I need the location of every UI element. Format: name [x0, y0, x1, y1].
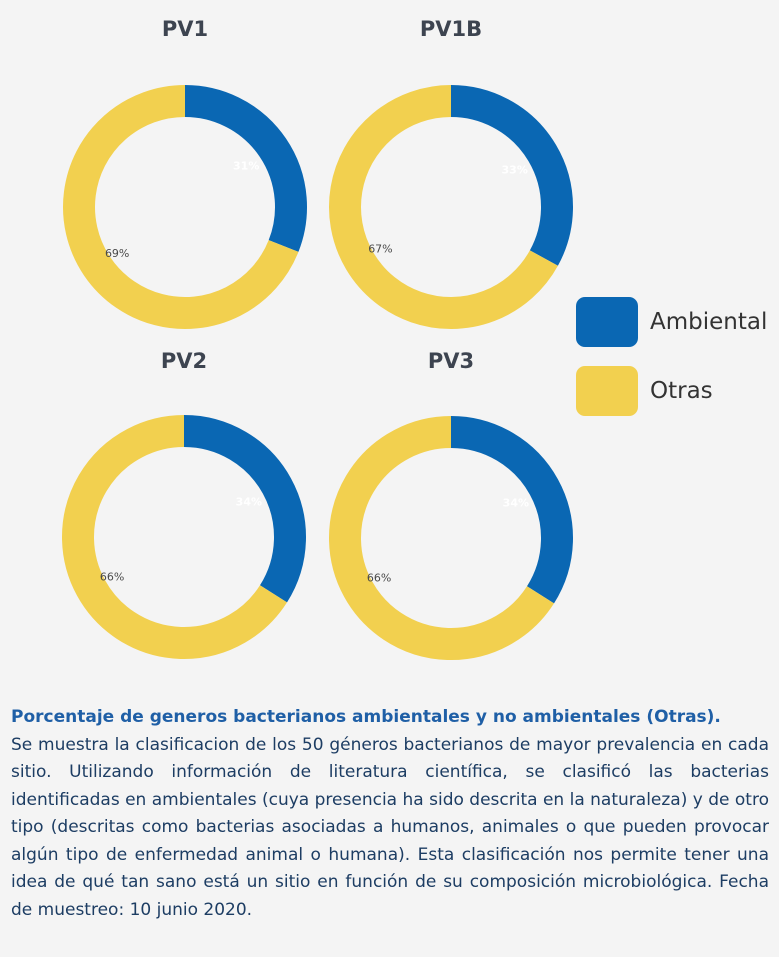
legend-label-otras: Otras — [650, 378, 713, 404]
data-label-pv1-ambiental: 31% — [233, 159, 259, 172]
figure-caption: Porcentaje de generos bacterianos ambien… — [11, 704, 769, 924]
chart-title-pv2: PV2 — [160, 349, 208, 373]
donut-slice-pv1-otras — [63, 85, 299, 329]
data-label-pv1b-ambiental: 33% — [502, 163, 528, 176]
donut-charts-panel: PV1 PV1B PV2 PV3 31% 69% 33% 67% 34% 66% 34% 66… — [62, 17, 767, 660]
legend-swatch-ambiental — [576, 297, 638, 347]
chart-title-pv1b: PV1B — [419, 17, 483, 41]
legend-label-ambiental: Ambiental — [650, 309, 768, 335]
donut-slice-pv1-ambiental — [184, 85, 307, 252]
caption-body: Se muestra la clasificacion de los 50 gé… — [11, 734, 769, 920]
caption-title: Porcentaje de generos bacterianos ambien… — [11, 707, 721, 727]
chart-title-pv1: PV1 — [161, 17, 209, 41]
data-label-pv3-ambiental: 34% — [503, 496, 529, 509]
data-label-pv1-otras: 69% — [105, 247, 129, 260]
donut-slice-pv3-otras — [329, 416, 554, 660]
donut-slice-pv2-otras — [62, 415, 287, 659]
chart-title-pv3: PV3 — [427, 349, 475, 373]
donut-slice-pv1b-ambiental — [450, 85, 573, 266]
donut-slice-pv3-ambiental — [450, 416, 573, 604]
donut-slice-pv2-ambiental — [183, 415, 306, 603]
donut-charts-svg: 31% 69% 33% 67% 34% 66% 34% 66% — [62, 85, 573, 660]
legend: Ambiental Otras — [576, 296, 767, 434]
legend-swatch-otras — [576, 366, 638, 416]
data-label-pv2-ambiental: 34% — [236, 495, 262, 508]
legend-item-otras: Otras — [576, 365, 767, 417]
donut-slice-pv1b-otras — [329, 85, 558, 329]
data-label-pv1b-otras: 67% — [368, 243, 392, 256]
legend-item-ambiental: Ambiental — [576, 296, 767, 348]
data-label-pv3-otras: 66% — [367, 572, 391, 585]
data-label-pv2-otras: 66% — [100, 571, 124, 584]
